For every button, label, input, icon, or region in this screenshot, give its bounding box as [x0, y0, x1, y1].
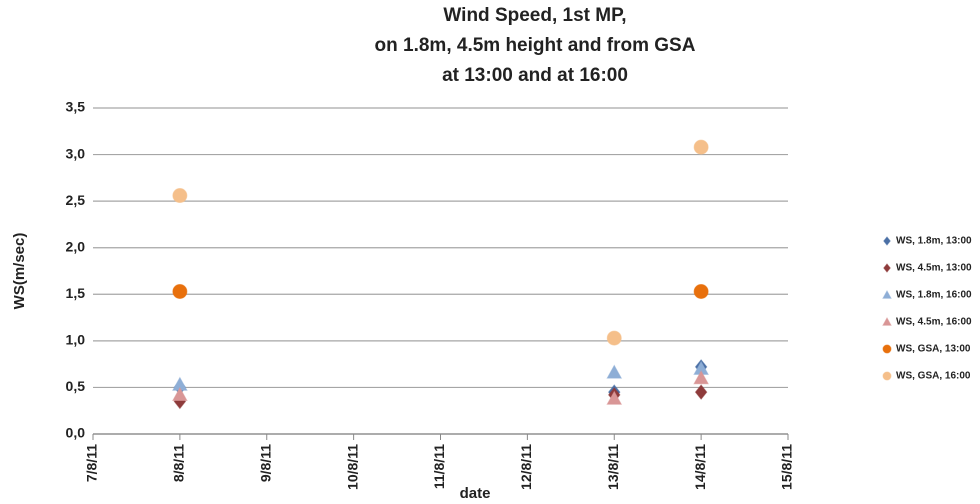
- y-tick-label: 0,0: [66, 425, 86, 441]
- y-tick-label: 1,5: [66, 285, 86, 301]
- point: [172, 283, 188, 299]
- y-tick-label: 0,5: [66, 378, 86, 394]
- x-tick-label: 7/8/11: [84, 444, 100, 482]
- point: [693, 370, 709, 385]
- x-tick-label: 13/8/11: [605, 444, 621, 490]
- point: [606, 364, 623, 379]
- legend-label: WS, 4.5m, 16:00: [896, 317, 972, 328]
- x-tick-label: 9/8/11: [257, 444, 273, 482]
- x-tick-label: 12/8/11: [518, 444, 534, 490]
- chart-title: at 13:00 and at 16:00: [442, 65, 628, 86]
- legend-label: WS, 1.8m, 16:00: [896, 290, 972, 301]
- legend-marker: [882, 344, 892, 354]
- legend-marker: [882, 371, 892, 381]
- legend-label: WS, GSA, 13:00: [896, 344, 971, 355]
- y-tick-label: 1,0: [66, 332, 86, 348]
- x-tick-label: 15/8/11: [779, 444, 795, 490]
- x-tick-label: 8/8/11: [171, 444, 187, 482]
- legend-marker: [882, 316, 892, 326]
- y-tick-label: 3,0: [66, 145, 86, 161]
- point: [606, 390, 623, 405]
- x-tick-label: 11/8/11: [431, 444, 447, 489]
- chart-title: Wind Speed, 1st MP,: [443, 5, 626, 26]
- x-tick-label: 14/8/11: [692, 444, 708, 490]
- legend-label: WS, 4.5m, 13:00: [896, 263, 972, 274]
- y-axis-label: WS(m/sec): [11, 233, 28, 310]
- point: [172, 386, 188, 401]
- legend-marker: [883, 236, 891, 246]
- x-tick-label: 10/8/11: [344, 444, 360, 490]
- x-axis-label: date: [460, 485, 491, 502]
- legend-marker: [882, 289, 892, 299]
- y-tick-label: 2,0: [66, 238, 86, 254]
- point: [694, 384, 708, 400]
- legend-marker: [883, 263, 891, 273]
- y-tick-label: 2,5: [66, 192, 86, 208]
- point: [172, 188, 188, 204]
- legend-label: WS, 1.8m, 13:00: [896, 236, 972, 247]
- point: [693, 139, 709, 155]
- chart-title: on 1.8m, 4.5m height and from GSA: [375, 35, 696, 56]
- legend-label: WS, GSA, 16:00: [896, 371, 971, 382]
- y-tick-label: 3,5: [66, 99, 86, 115]
- point: [606, 330, 622, 346]
- point: [693, 283, 709, 299]
